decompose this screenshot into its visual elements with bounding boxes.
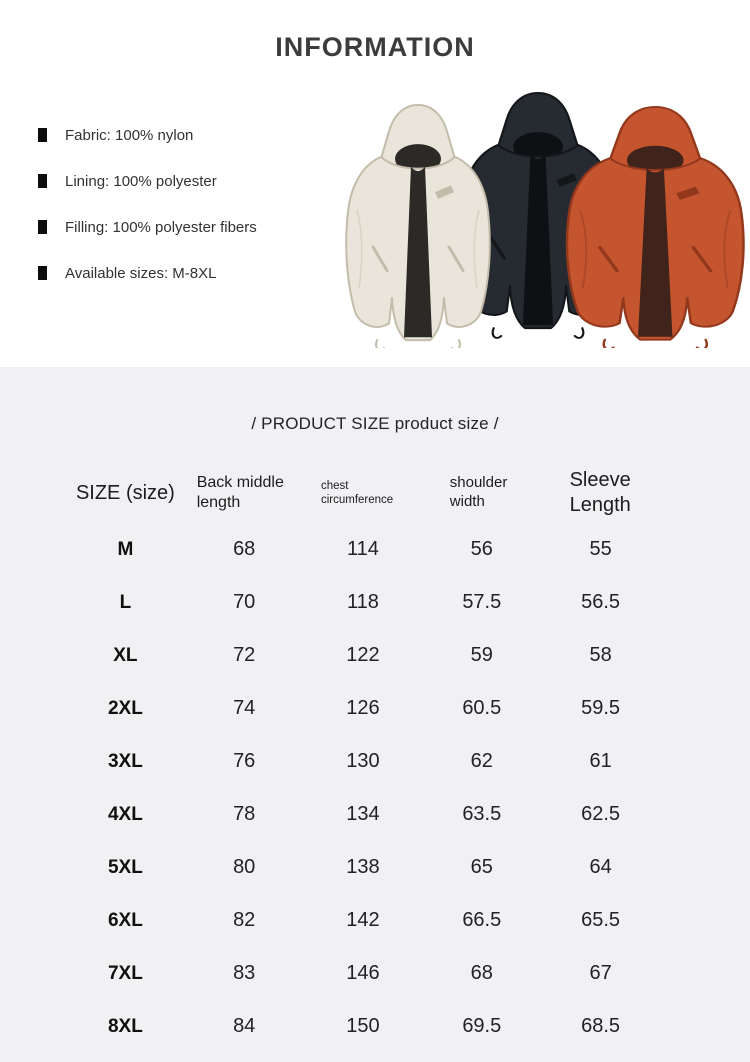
measure-cell: 68: [470, 962, 493, 984]
measure-cell: 74: [233, 697, 256, 719]
bullet-square-icon: [38, 174, 47, 188]
jackets-illustration: [346, 92, 744, 348]
measure-cell: 78: [233, 803, 256, 825]
size-cell: 7XL: [107, 962, 143, 984]
measure-cell: 59: [470, 644, 493, 666]
size-cell: L: [119, 591, 132, 613]
size-table-body: M 68 114 56 55 L 70 118 57.5 56.5 XL 72 122 59 58 2XL 74…: [66, 519, 660, 1053]
measure-cell: 58: [589, 644, 612, 666]
measure-cell: 122: [346, 644, 380, 666]
size-cell: XL: [113, 644, 138, 666]
page-title: INFORMATION: [275, 32, 475, 62]
information-section: INFORMATION Fabric: 100% nylon Lining: 1…: [0, 0, 750, 367]
spec-item-filling: Filling: 100% polyester fibers: [38, 212, 257, 242]
measure-cell: 68.5: [581, 1015, 621, 1037]
size-cell: M: [117, 538, 134, 560]
left-jacket: [346, 104, 490, 348]
measure-cell: 118: [347, 591, 379, 613]
table-row: 7XL 83 146 68 67: [66, 947, 660, 1000]
spec-item-lining: Lining: 100% polyester: [38, 166, 257, 196]
table-row: 8XL 84 150 69.5 68.5: [66, 1000, 660, 1053]
measure-cell: 83: [233, 962, 256, 984]
measure-cell: 72: [233, 644, 256, 666]
measure-cell: 130: [346, 750, 380, 772]
spec-item-label: Lining: 100% polyester: [65, 172, 217, 190]
measure-cell: 64: [589, 856, 612, 878]
spec-item-sizes: Available sizes: M-8XL: [38, 258, 257, 288]
measure-cell: 60.5: [462, 697, 502, 719]
size-cell: 6XL: [107, 909, 143, 931]
column-header-shoulder-width: shoulder width: [449, 474, 508, 510]
measure-cell: 82: [233, 909, 256, 931]
size-cell: 2XL: [107, 697, 143, 719]
measure-cell: 70: [233, 591, 256, 613]
measure-cell: 68: [233, 538, 256, 560]
column-header-sleeve-length: Sleeve Length: [569, 469, 631, 516]
measure-cell: 146: [346, 962, 380, 984]
size-table-header: SIZE (size) Back middle length chest cir…: [66, 467, 660, 519]
table-row: M 68 114 56 55: [66, 523, 660, 576]
spec-item-label: Fabric: 100% nylon: [65, 126, 194, 144]
measure-cell: 65.5: [581, 909, 621, 931]
spec-item-label: Filling: 100% polyester fibers: [65, 218, 257, 236]
spec-list: Fabric: 100% nylon Lining: 100% polyeste…: [38, 120, 257, 304]
spec-item-fabric: Fabric: 100% nylon: [38, 120, 257, 150]
measure-cell: 67: [589, 962, 612, 984]
size-section: / PRODUCT SIZE product size / SIZE (size…: [0, 367, 750, 1062]
size-cell: 3XL: [107, 750, 143, 772]
measure-cell: 126: [346, 697, 380, 719]
table-row: 6XL 82 142 66.5 65.5: [66, 894, 660, 947]
measure-cell: 142: [346, 909, 380, 931]
measure-cell: 56.5: [581, 591, 621, 613]
measure-cell: 62.5: [581, 803, 621, 825]
measure-cell: 61: [589, 750, 612, 772]
measure-cell: 69.5: [462, 1015, 502, 1037]
measure-cell: 57.5: [462, 591, 502, 613]
table-row: 4XL 78 134 63.5 62.5: [66, 788, 660, 841]
size-cell: 5XL: [107, 856, 143, 878]
size-cell: 4XL: [107, 803, 143, 825]
table-row: 3XL 76 130 62 61: [66, 735, 660, 788]
measure-cell: 56: [470, 538, 493, 560]
measure-cell: 150: [346, 1015, 380, 1037]
measure-cell: 62: [470, 750, 493, 772]
measure-cell: 76: [233, 750, 256, 772]
table-row: XL 72 122 59 58: [66, 629, 660, 682]
measure-cell: 59.5: [581, 697, 621, 719]
measure-cell: 66.5: [462, 909, 502, 931]
measure-cell: 80: [233, 856, 256, 878]
bullet-square-icon: [38, 220, 47, 234]
size-table-heading: / PRODUCT SIZE product size /: [251, 414, 499, 433]
bullet-square-icon: [38, 128, 47, 142]
table-row: 5XL 80 138 65 64: [66, 841, 660, 894]
measure-cell: 55: [589, 538, 612, 560]
measure-cell: 134: [346, 803, 380, 825]
measure-cell: 84: [233, 1015, 256, 1037]
table-row: 2XL 74 126 60.5 59.5: [66, 682, 660, 735]
bullet-square-icon: [38, 266, 47, 280]
column-header-chest-circumference: chest circumference: [320, 479, 394, 506]
measure-cell: 138: [346, 856, 380, 878]
product-photo: [345, 90, 750, 348]
size-table: SIZE (size) Back middle length chest cir…: [66, 467, 660, 1053]
measure-cell: 63.5: [462, 803, 502, 825]
size-cell: 8XL: [107, 1015, 143, 1037]
measure-cell: 65: [470, 856, 493, 878]
spec-item-label: Available sizes: M-8XL: [65, 264, 217, 282]
right-jacket: [566, 106, 744, 348]
column-header-back-middle-length: Back middle length: [196, 474, 284, 511]
measure-cell: 114: [347, 538, 379, 560]
column-header-size: SIZE (size): [75, 481, 175, 504]
table-row: L 70 118 57.5 56.5: [66, 576, 660, 629]
